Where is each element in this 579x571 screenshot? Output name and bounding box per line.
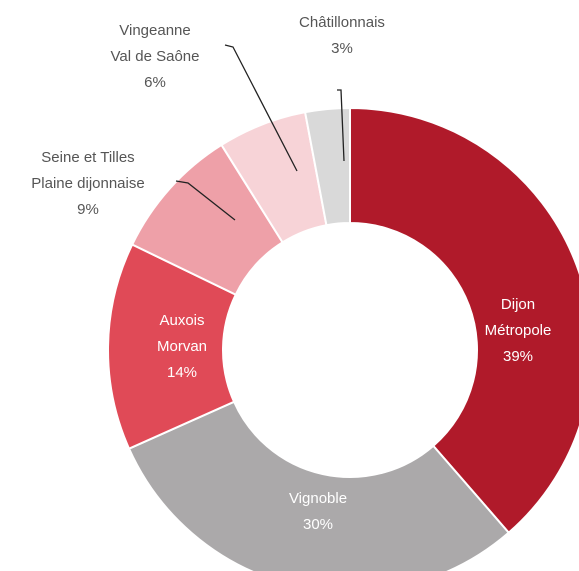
slice-label-chatillonnais: Châtillonnais 3%: [299, 14, 385, 57]
slice-dijon-metropole: [349, 106, 579, 535]
leader-line-chatillonnais: [337, 89, 345, 162]
slice-vignoble: [127, 400, 511, 571]
slice-name-label: Morvan: [157, 338, 207, 355]
slice-name-label: Métropole: [485, 322, 552, 339]
slice-label-seine-et-tilles-plaine-dijonnaise: Seine et Tilles Plaine dijonnaise 9%: [31, 149, 144, 218]
slice-value-label: 6%: [144, 74, 166, 91]
slice-value-label: 3%: [331, 40, 353, 57]
slice-name-label: Val de Saône: [111, 48, 200, 65]
slice-name-label: Seine et Tilles: [41, 149, 134, 166]
slice-label-dijon-metropole: Dijon Métropole 39%: [485, 296, 552, 365]
slice-name-label: Auxois: [159, 312, 204, 329]
slice-name-label: Vingeanne: [119, 22, 190, 39]
labels-layer: Dijon Métropole 39% Vignoble 30% Auxois Morvan…: [31, 14, 551, 533]
leader-line-seine-et-tilles-plaine-dijonnaise: [175, 180, 236, 221]
slice-name-label: Vignoble: [289, 490, 347, 507]
slice-label-auxois-morvan: Auxois Morvan 14%: [157, 312, 207, 381]
slice-name-label: Plaine dijonnaise: [31, 175, 144, 192]
slice-value-label: 39%: [503, 348, 533, 365]
slice-label-vingeanne-val-de-saone: Vingeanne Val de Saône 6%: [111, 22, 200, 91]
slice-name-label: Dijon: [501, 296, 535, 313]
slices-layer: [107, 106, 579, 571]
slice-label-vignoble: Vignoble 30%: [289, 490, 347, 533]
slice-value-label: 14%: [167, 364, 197, 381]
slice-value-label: 9%: [77, 201, 99, 218]
slice-name-label: Châtillonnais: [299, 14, 385, 31]
leader-lines-layer: [175, 44, 345, 221]
slice-auxois-morvan: [107, 243, 238, 450]
slice-chatillonnais: [303, 106, 351, 227]
slice-value-label: 30%: [303, 516, 333, 533]
leader-line-vingeanne-val-de-saone: [224, 44, 298, 172]
